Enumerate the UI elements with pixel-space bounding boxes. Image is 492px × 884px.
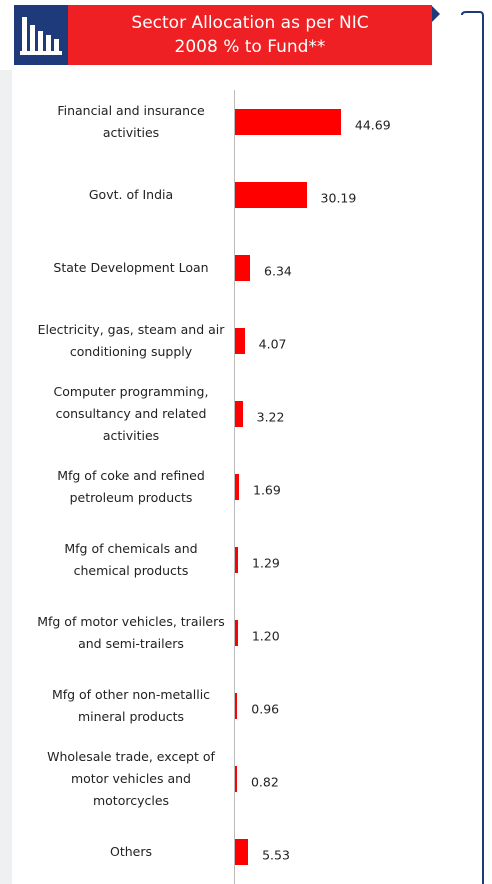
bar (235, 839, 249, 865)
bar (235, 109, 341, 135)
title-box: Sector Allocation as per NIC 2008 % to F… (68, 5, 432, 65)
category-label: State Development Loan (53, 260, 209, 275)
value-label: 1.69 (253, 482, 281, 498)
axis-line (234, 90, 235, 884)
value-label: 1.20 (251, 628, 280, 644)
value-label: 44.69 (354, 117, 391, 133)
category-label: Computer programming, consultancy and re… (53, 384, 209, 443)
bar (235, 693, 238, 719)
category-label: Govt. of India (88, 187, 174, 202)
bar (235, 255, 251, 281)
category-label: Electricity, gas, steam and air conditio… (37, 322, 225, 359)
value-label: 1.29 (252, 555, 280, 571)
category-label: Wholesale trade, except of motor vehicle… (47, 749, 215, 808)
bar (235, 182, 307, 208)
value-label: 30.19 (320, 190, 357, 206)
category-label: Mfg of motor vehicles, trailers and semi… (37, 614, 225, 651)
value-label: 5.53 (262, 847, 290, 863)
value-label: 6.34 (264, 263, 292, 279)
value-label: 0.82 (250, 774, 279, 790)
left-strip (0, 70, 12, 884)
bar (235, 474, 239, 500)
category-label: Mfg of chemicals and chemical products (64, 541, 198, 578)
icon (14, 5, 68, 65)
bar (235, 401, 243, 427)
category-label: Others (109, 844, 152, 859)
bar (235, 766, 237, 792)
icon-graphic (20, 17, 62, 55)
category-label: Financial and insurance activities (57, 103, 205, 140)
bar (235, 547, 239, 573)
value-label: 4.07 (258, 336, 287, 352)
value-label: 0.96 (251, 701, 280, 717)
bar (235, 620, 238, 646)
category-label: Mfg of other non-metallic mineral produc… (51, 687, 211, 724)
bar (235, 328, 245, 354)
value-label: 3.22 (256, 409, 285, 425)
bracket (432, 6, 484, 884)
chart-title: Sector Allocation as per NIC 2008 % to F… (131, 13, 369, 57)
category-label: Mfg of coke and refined petroleum produc… (57, 468, 205, 505)
